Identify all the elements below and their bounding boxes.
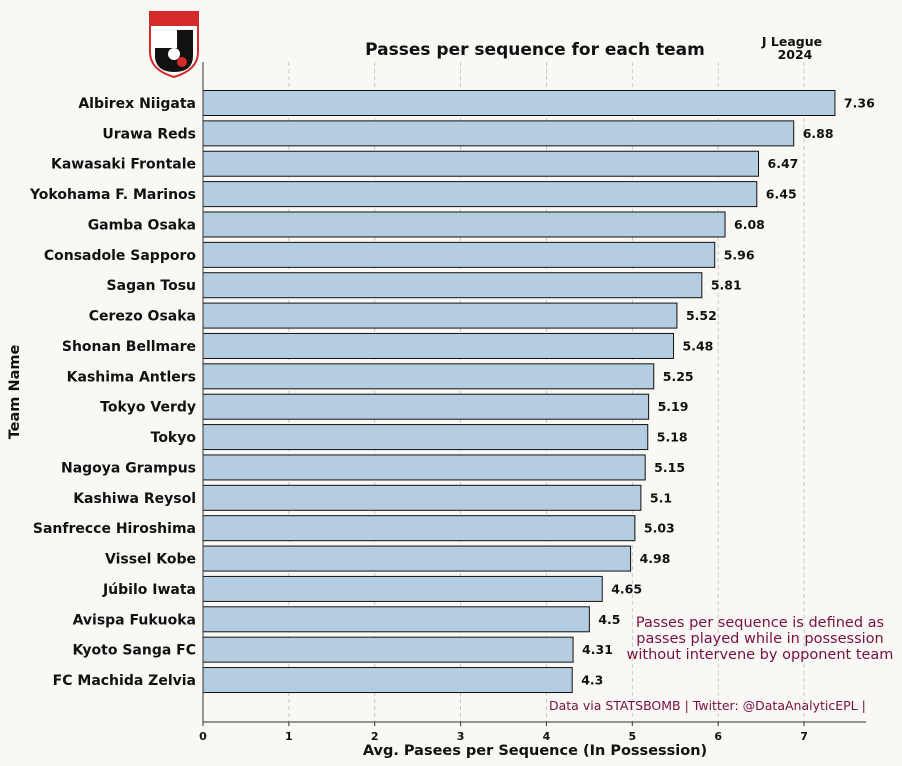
x-tick-label: 6 <box>714 730 722 743</box>
value-label: 5.19 <box>658 399 689 414</box>
bar <box>202 302 678 329</box>
value-label: 4.65 <box>611 581 642 596</box>
category-label: FC Machida Zelvia <box>53 673 196 689</box>
x-tick-label: 4 <box>543 730 551 743</box>
league-label: J League <box>761 34 822 49</box>
category-label: Kawasaki Frontale <box>51 157 196 173</box>
category-label: Sanfrecce Hiroshima <box>33 521 196 537</box>
bar <box>202 454 646 481</box>
value-label: 4.98 <box>640 551 671 566</box>
bar <box>202 150 760 177</box>
bar <box>202 424 649 451</box>
x-tick-label: 2 <box>371 730 379 743</box>
bar <box>202 606 590 633</box>
bar <box>202 363 655 390</box>
value-label: 6.88 <box>803 126 834 141</box>
category-label: Albirex Niigata <box>78 96 196 112</box>
bar <box>202 241 716 268</box>
value-label: 5.48 <box>683 338 714 353</box>
chart-title: Passes per sequence for each team <box>365 40 705 60</box>
value-label: 5.25 <box>663 369 694 384</box>
annotation-line: without intervene by opponent team <box>627 647 894 663</box>
category-label: Tokyo Verdy <box>100 400 196 416</box>
value-label: 6.08 <box>734 217 765 232</box>
value-label: 5.15 <box>654 460 685 475</box>
category-label: Sagan Tosu <box>107 278 196 294</box>
category-label: Gamba Osaka <box>88 217 196 233</box>
category-label: Kashiwa Reysol <box>73 491 196 507</box>
data-credit: Data via STATSBOMB | Twitter: @DataAnaly… <box>549 698 866 713</box>
bar <box>202 545 632 572</box>
bar <box>202 484 642 511</box>
bar <box>202 272 703 299</box>
definition-annotation: Passes per sequence is defined as passes… <box>627 615 894 663</box>
value-label: 4.31 <box>582 642 613 657</box>
category-label: Vissel Kobe <box>105 552 196 568</box>
category-label: Yokohama F. Marinos <box>29 187 196 203</box>
x-tick-label: 3 <box>457 730 465 743</box>
annotation-line: Passes per sequence is defined as <box>636 615 884 631</box>
bar <box>202 636 574 663</box>
bar <box>202 90 836 116</box>
category-label: Júbilo Iwata <box>102 582 196 598</box>
bar <box>202 515 636 542</box>
category-label: Consadole Sapporo <box>44 248 197 264</box>
value-label: 5.52 <box>686 308 717 323</box>
category-label: Urawa Reds <box>102 126 196 142</box>
value-label: 5.96 <box>724 247 755 262</box>
value-label: 5.18 <box>657 430 688 445</box>
bar <box>202 120 795 147</box>
bar <box>202 181 758 208</box>
value-label: 7.36 <box>844 96 875 111</box>
category-label: Kashima Antlers <box>67 369 196 385</box>
y-axis-label: Team Name <box>7 345 23 440</box>
value-label: 6.47 <box>768 156 799 171</box>
category-label: Shonan Bellmare <box>62 339 196 355</box>
bar <box>202 667 573 694</box>
j-league-logo <box>149 11 199 79</box>
bar <box>202 393 650 420</box>
value-label: 4.3 <box>581 673 603 688</box>
category-label: Nagoya Grampus <box>61 460 196 476</box>
category-label: Tokyo <box>151 430 197 446</box>
value-label: 6.45 <box>766 187 797 202</box>
bar <box>202 211 726 238</box>
category-label: Avispa Fukuoka <box>73 612 196 628</box>
x-tick-label: 7 <box>800 730 808 743</box>
value-label: 5.03 <box>644 521 675 536</box>
value-label: 5.1 <box>650 490 672 505</box>
bar <box>202 575 603 602</box>
value-label: 4.5 <box>598 612 620 627</box>
x-tick-label: 0 <box>199 730 207 743</box>
category-label: Cerezo Osaka <box>89 309 196 325</box>
x-tick-label: 1 <box>285 730 293 743</box>
x-axis-label: Avg. Pasees per Sequence (In Possession) <box>363 743 707 759</box>
season-label: 2024 <box>778 47 813 62</box>
annotation-line: passes played while in possession <box>636 631 883 647</box>
bar <box>202 332 675 359</box>
category-label: Kyoto Sanga FC <box>72 643 196 659</box>
x-tick-label: 5 <box>628 730 636 743</box>
value-label: 5.81 <box>711 278 742 293</box>
